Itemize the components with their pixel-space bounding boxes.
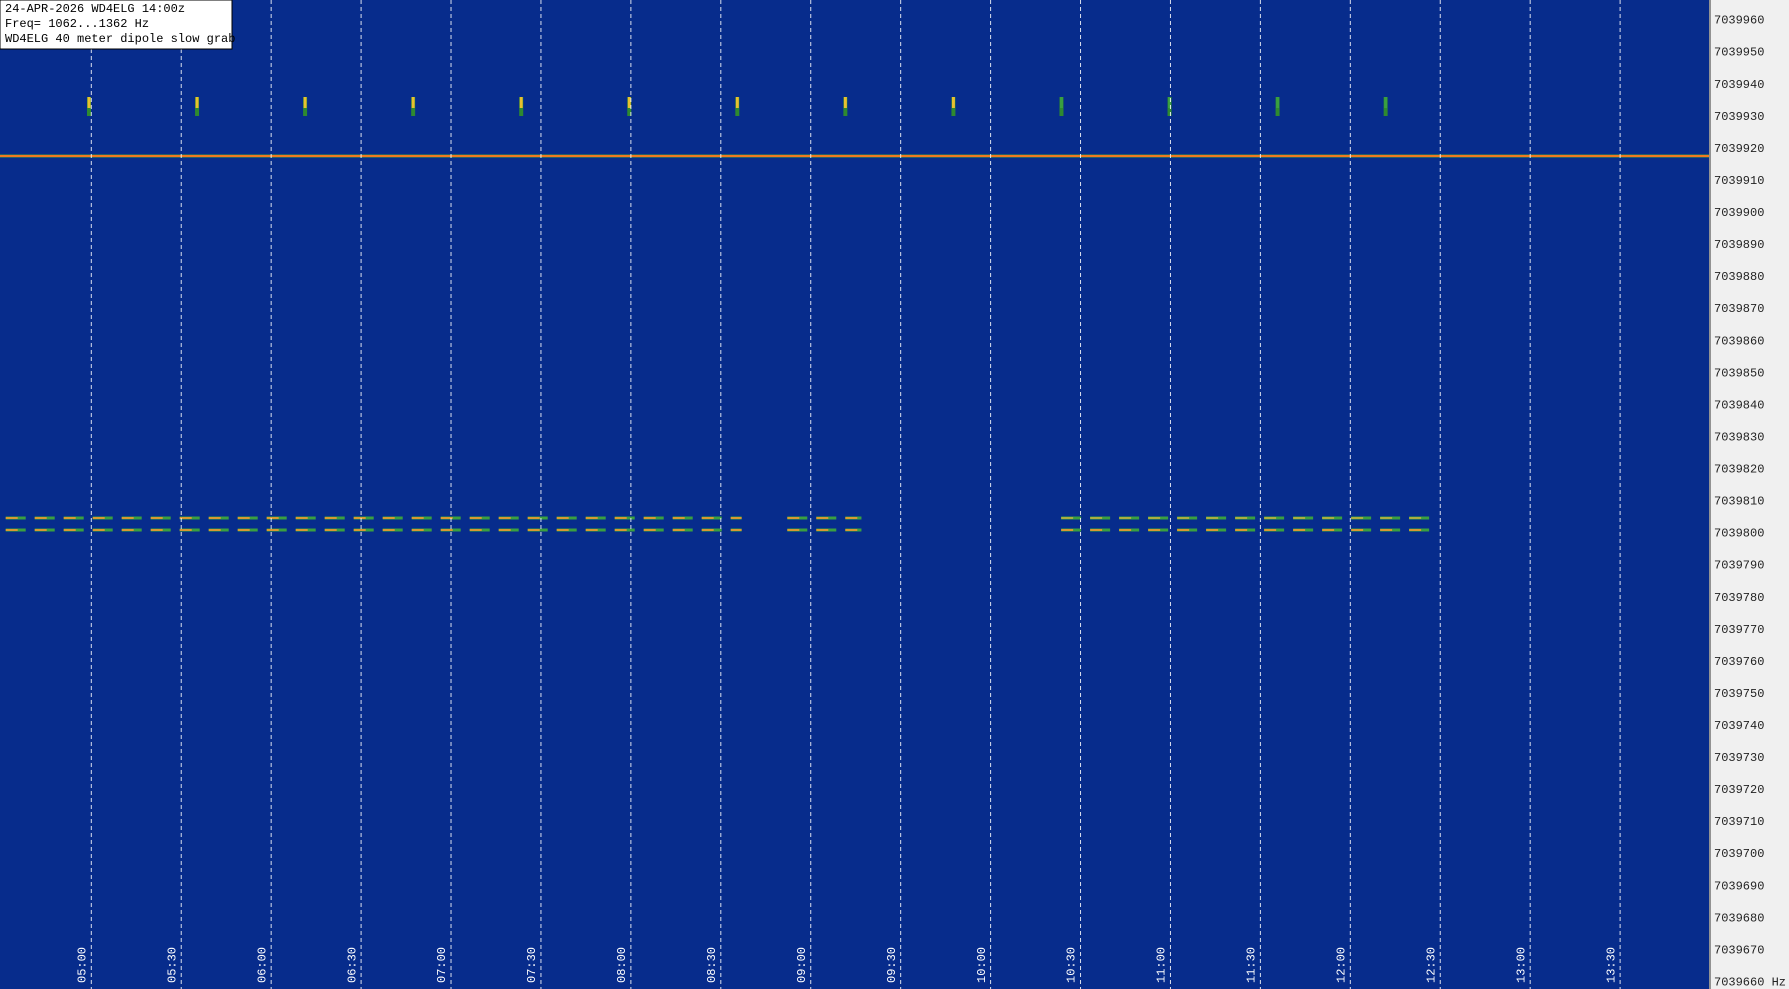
time-label: 06:30 bbox=[345, 947, 359, 983]
info-box bbox=[0, 0, 233, 50]
time-label: 06:00 bbox=[255, 947, 269, 983]
freq-label: 7039880 bbox=[1714, 270, 1764, 284]
time-label: 11:00 bbox=[1155, 947, 1169, 983]
freq-label: 7039760 bbox=[1714, 655, 1764, 669]
time-label: 07:00 bbox=[435, 947, 449, 983]
time-label: 08:30 bbox=[705, 947, 719, 983]
freq-label: 7039940 bbox=[1714, 78, 1764, 92]
freq-label: 7039680 bbox=[1714, 911, 1764, 925]
info-line: 24-APR-2026 WD4ELG 14:00z bbox=[5, 2, 185, 16]
freq-label: 7039770 bbox=[1714, 623, 1764, 637]
freq-label: 7039810 bbox=[1714, 495, 1764, 509]
time-label: 10:00 bbox=[975, 947, 989, 983]
freq-label: 7039700 bbox=[1714, 847, 1764, 861]
freq-label: 7039710 bbox=[1714, 815, 1764, 829]
freq-label: 7039850 bbox=[1714, 366, 1764, 380]
signals bbox=[0, 97, 1709, 532]
time-label: 11:30 bbox=[1245, 947, 1259, 983]
freq-label: 7039960 bbox=[1714, 14, 1764, 28]
freq-label: 7039740 bbox=[1714, 719, 1764, 733]
labels: 05:00 05:30 06:00 06:30 07:00 07:30 08:00 08:30… bbox=[75, 14, 1786, 989]
time-label: 07:30 bbox=[525, 947, 539, 983]
freq-label: 7039870 bbox=[1714, 302, 1764, 316]
freq-label: 7039830 bbox=[1714, 430, 1764, 444]
info-line: WD4ELG 40 meter dipole slow grab bbox=[5, 32, 235, 46]
freq-label: 7039730 bbox=[1714, 751, 1764, 765]
freq-label: 7039820 bbox=[1714, 463, 1764, 477]
time-label: 12:00 bbox=[1334, 947, 1348, 983]
freq-label: 7039800 bbox=[1714, 527, 1764, 541]
freq-label: 7039790 bbox=[1714, 559, 1764, 573]
freq-label: 7039780 bbox=[1714, 591, 1764, 605]
time-label: 05:30 bbox=[165, 947, 179, 983]
freq-label: 7039750 bbox=[1714, 687, 1764, 701]
time-label: 08:00 bbox=[615, 947, 629, 983]
freq-label: 7039950 bbox=[1714, 46, 1764, 60]
freq-label: 7039660 Hz bbox=[1714, 975, 1786, 989]
freq-axis-panel bbox=[1709, 0, 1789, 989]
time-label: 13:30 bbox=[1604, 947, 1618, 983]
time-label: 12:30 bbox=[1424, 947, 1438, 983]
freq-label: 7039930 bbox=[1714, 110, 1764, 124]
freq-label: 7039690 bbox=[1714, 879, 1764, 893]
info-line: Freq= 1062...1362 Hz bbox=[5, 17, 149, 31]
freq-label: 7039860 bbox=[1714, 334, 1764, 348]
freq-label: 7039720 bbox=[1714, 783, 1764, 797]
freq-label: 7039840 bbox=[1714, 398, 1764, 412]
waterfall-background bbox=[0, 0, 1709, 989]
time-label: 09:30 bbox=[885, 947, 899, 983]
time-label: 09:00 bbox=[795, 947, 809, 983]
freq-label: 7039900 bbox=[1714, 206, 1764, 220]
time-label: 05:00 bbox=[75, 947, 89, 983]
time-grid bbox=[90, 0, 1621, 989]
freq-label: 7039890 bbox=[1714, 238, 1764, 252]
freq-label: 7039670 bbox=[1714, 943, 1764, 957]
freq-label: 7039920 bbox=[1714, 142, 1764, 156]
time-label: 10:30 bbox=[1065, 947, 1079, 983]
time-label: 13:00 bbox=[1514, 947, 1528, 983]
freq-label: 7039910 bbox=[1714, 174, 1764, 188]
